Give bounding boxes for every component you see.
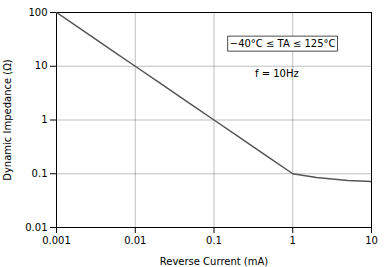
svg-text:100: 100 (28, 7, 47, 18)
svg-text:0.1: 0.1 (206, 235, 222, 246)
svg-text:Dynamic Impedance (Ω): Dynamic Impedance (Ω) (2, 59, 13, 181)
svg-text:0.01: 0.01 (25, 222, 47, 233)
svg-text:1: 1 (41, 114, 47, 125)
svg-text:Reverse Current (mA): Reverse Current (mA) (160, 256, 269, 267)
svg-text:10: 10 (35, 60, 48, 71)
svg-text:1: 1 (290, 235, 296, 246)
svg-text:−40°C ≤ TA ≤ 125°C: −40°C ≤ TA ≤ 125°C (230, 38, 336, 49)
svg-text:10: 10 (365, 235, 378, 246)
svg-text:0.001: 0.001 (42, 235, 71, 246)
svg-text:0.1: 0.1 (32, 168, 48, 179)
svg-text:f = 10Hz: f = 10Hz (255, 68, 299, 79)
svg-text:0.01: 0.01 (124, 235, 146, 246)
